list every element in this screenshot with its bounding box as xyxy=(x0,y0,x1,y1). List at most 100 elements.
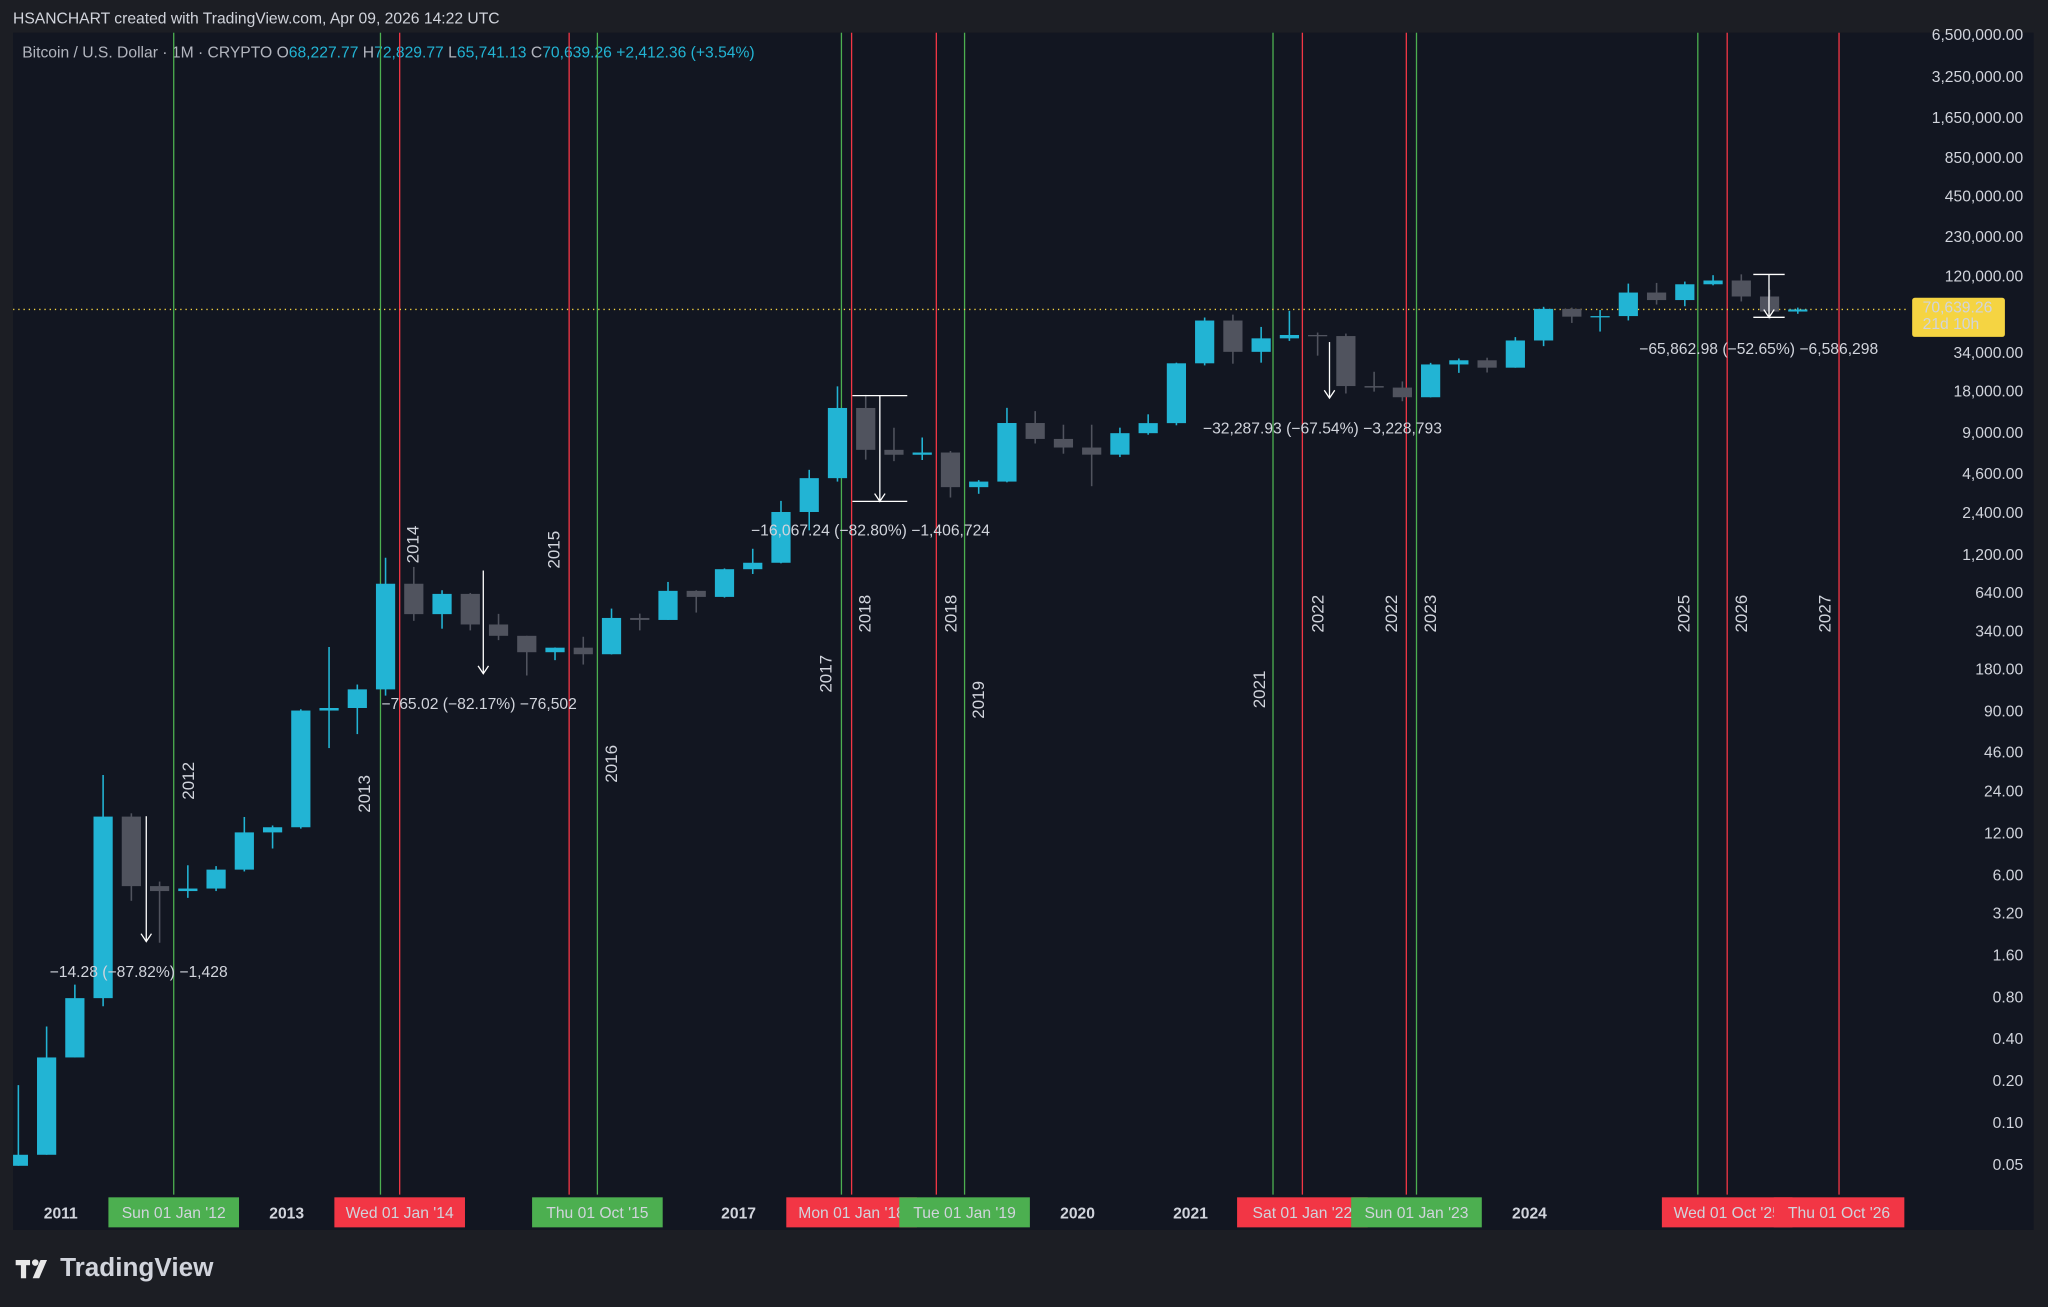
y-tick-label: 180.00 xyxy=(1975,662,2023,679)
drawdown-label: −765.02 (−82.17%) −76,502 xyxy=(381,696,576,713)
date-badge xyxy=(1237,1197,1368,1228)
last-price-label: 70,639.26 xyxy=(1923,299,1993,316)
candle-body xyxy=(1364,386,1384,388)
candle-body xyxy=(1053,438,1074,448)
ohlc-value: 72,829.77 xyxy=(374,45,444,62)
x-tick-label: 2013 xyxy=(269,1205,304,1222)
candle-body xyxy=(1788,309,1808,312)
vertical-line-label: 2014 xyxy=(404,526,423,564)
ohlc-key: C xyxy=(531,45,542,62)
candle-body xyxy=(1082,447,1102,455)
ohlc-key: O xyxy=(277,45,289,62)
date-badge-label: Mon 01 Jan '18 xyxy=(798,1205,905,1222)
candle-body xyxy=(1562,308,1582,317)
date-badge-label: Tue 01 Jan '19 xyxy=(913,1205,1016,1222)
y-tick-label: 450,000.00 xyxy=(1945,189,2024,206)
candle-body xyxy=(743,562,763,570)
candle-body xyxy=(149,886,170,892)
ohlc-value: 70,639.26 xyxy=(542,45,612,62)
countdown-label: 21d 10h xyxy=(1923,316,1980,333)
candle-body xyxy=(93,816,113,999)
candle-body xyxy=(545,647,565,653)
candle-body xyxy=(771,511,791,563)
vertical-line-label: 2022 xyxy=(1382,595,1401,633)
candle-body xyxy=(375,583,396,690)
chart-panel xyxy=(13,32,2034,1230)
candle-body xyxy=(1195,320,1215,364)
plot xyxy=(13,32,1907,1195)
candle-body xyxy=(884,449,904,455)
candle-body xyxy=(969,481,989,488)
y-tick-label: 12.00 xyxy=(1984,826,2023,843)
arrow-head xyxy=(1323,389,1336,400)
y-tick-label: 24.00 xyxy=(1984,784,2023,801)
candle-body xyxy=(1166,363,1187,424)
vertical-line-label: 2027 xyxy=(1815,595,1834,633)
ohlc-value: 65,741.13 xyxy=(457,45,527,62)
candle-body xyxy=(997,423,1017,482)
vertical-line-label: 2021 xyxy=(1250,671,1269,709)
symbol: Bitcoin / U.S. Dollar · 1M · CRYPTO xyxy=(22,45,272,62)
y-tick-label: 850,000.00 xyxy=(1945,150,2024,167)
candle-body xyxy=(1110,433,1130,455)
drawdown-label: −16,067.24 (−82.80%) −1,406,724 xyxy=(751,523,990,540)
candle-body xyxy=(827,407,848,479)
candle-body xyxy=(1223,320,1243,352)
y-tick-label: 0.10 xyxy=(1993,1115,2024,1132)
candle-body xyxy=(319,707,339,711)
vertical-line-label: 2018 xyxy=(855,595,874,633)
overlay: 6,500,000.00 3,250,000.00 1,650,000.00 850,… xyxy=(44,27,2024,1228)
ohlc-value: 68,227.77 xyxy=(289,45,359,62)
candle-body xyxy=(912,452,932,455)
date-badge xyxy=(108,1197,240,1228)
y-tick-label: 1,650,000.00 xyxy=(1932,110,2024,127)
y-tick-label: 3.20 xyxy=(1993,905,2024,922)
brand-logo xyxy=(15,1259,48,1279)
candle-body xyxy=(1731,280,1751,297)
candle-body xyxy=(262,827,283,833)
candle-body xyxy=(1675,284,1695,301)
vertical-line-label: 2022 xyxy=(1309,595,1328,633)
candle-body xyxy=(1392,387,1412,398)
y-tick-label: 1.60 xyxy=(1993,947,2024,964)
candle-body xyxy=(404,583,424,615)
x-tick-label: 2020 xyxy=(1060,1205,1095,1222)
x-tick-label: 2011 xyxy=(44,1205,78,1222)
candle-body xyxy=(206,869,226,889)
date-badge-label: Thu 01 Oct '15 xyxy=(546,1205,649,1222)
date-badge xyxy=(1351,1197,1482,1228)
vertical-line-label: 2018 xyxy=(942,595,961,633)
y-tick-label: 120,000.00 xyxy=(1945,269,2024,286)
candle-body xyxy=(686,590,706,597)
date-badge xyxy=(334,1197,465,1228)
candle-body xyxy=(517,635,537,653)
candle-body xyxy=(460,593,480,625)
candle-body xyxy=(291,710,311,828)
candle-body xyxy=(714,569,735,597)
y-tick-label: 0.05 xyxy=(1993,1157,2024,1174)
candle-body xyxy=(65,998,85,1058)
y-tick-label: 18,000.00 xyxy=(1954,383,2024,400)
date-badge-label: Wed 01 Oct '25 xyxy=(1674,1205,1781,1222)
credit: HSANCHART created with TradingView.com, … xyxy=(13,11,500,28)
vertical-line-label: 2019 xyxy=(969,681,988,719)
candle-body xyxy=(347,689,367,708)
y-tick-label: 2,400.00 xyxy=(1962,505,2023,522)
y-tick-label: 0.40 xyxy=(1993,1031,2024,1048)
candle-body xyxy=(1703,280,1723,285)
date-badge-label: Wed 01 Jan '14 xyxy=(346,1205,454,1222)
y-tick-label: 640.00 xyxy=(1975,585,2023,602)
y-tick-label: 46.00 xyxy=(1984,744,2023,761)
candle-body xyxy=(1533,308,1554,341)
candle-body xyxy=(178,888,198,892)
x-tick-label: 2021 xyxy=(1173,1205,1208,1222)
vertical-line-label: 2013 xyxy=(355,775,374,813)
y-tick-label: 0.80 xyxy=(1993,989,2024,1006)
candle-body xyxy=(1590,316,1610,318)
vertical-line-label: 2023 xyxy=(1421,595,1440,633)
candle-body xyxy=(234,832,254,870)
candle-body xyxy=(573,647,593,655)
date-badge xyxy=(786,1197,917,1228)
y-tick-label: 1,200.00 xyxy=(1962,547,2023,564)
date-badge-label: Thu 01 Oct '26 xyxy=(1788,1205,1891,1222)
